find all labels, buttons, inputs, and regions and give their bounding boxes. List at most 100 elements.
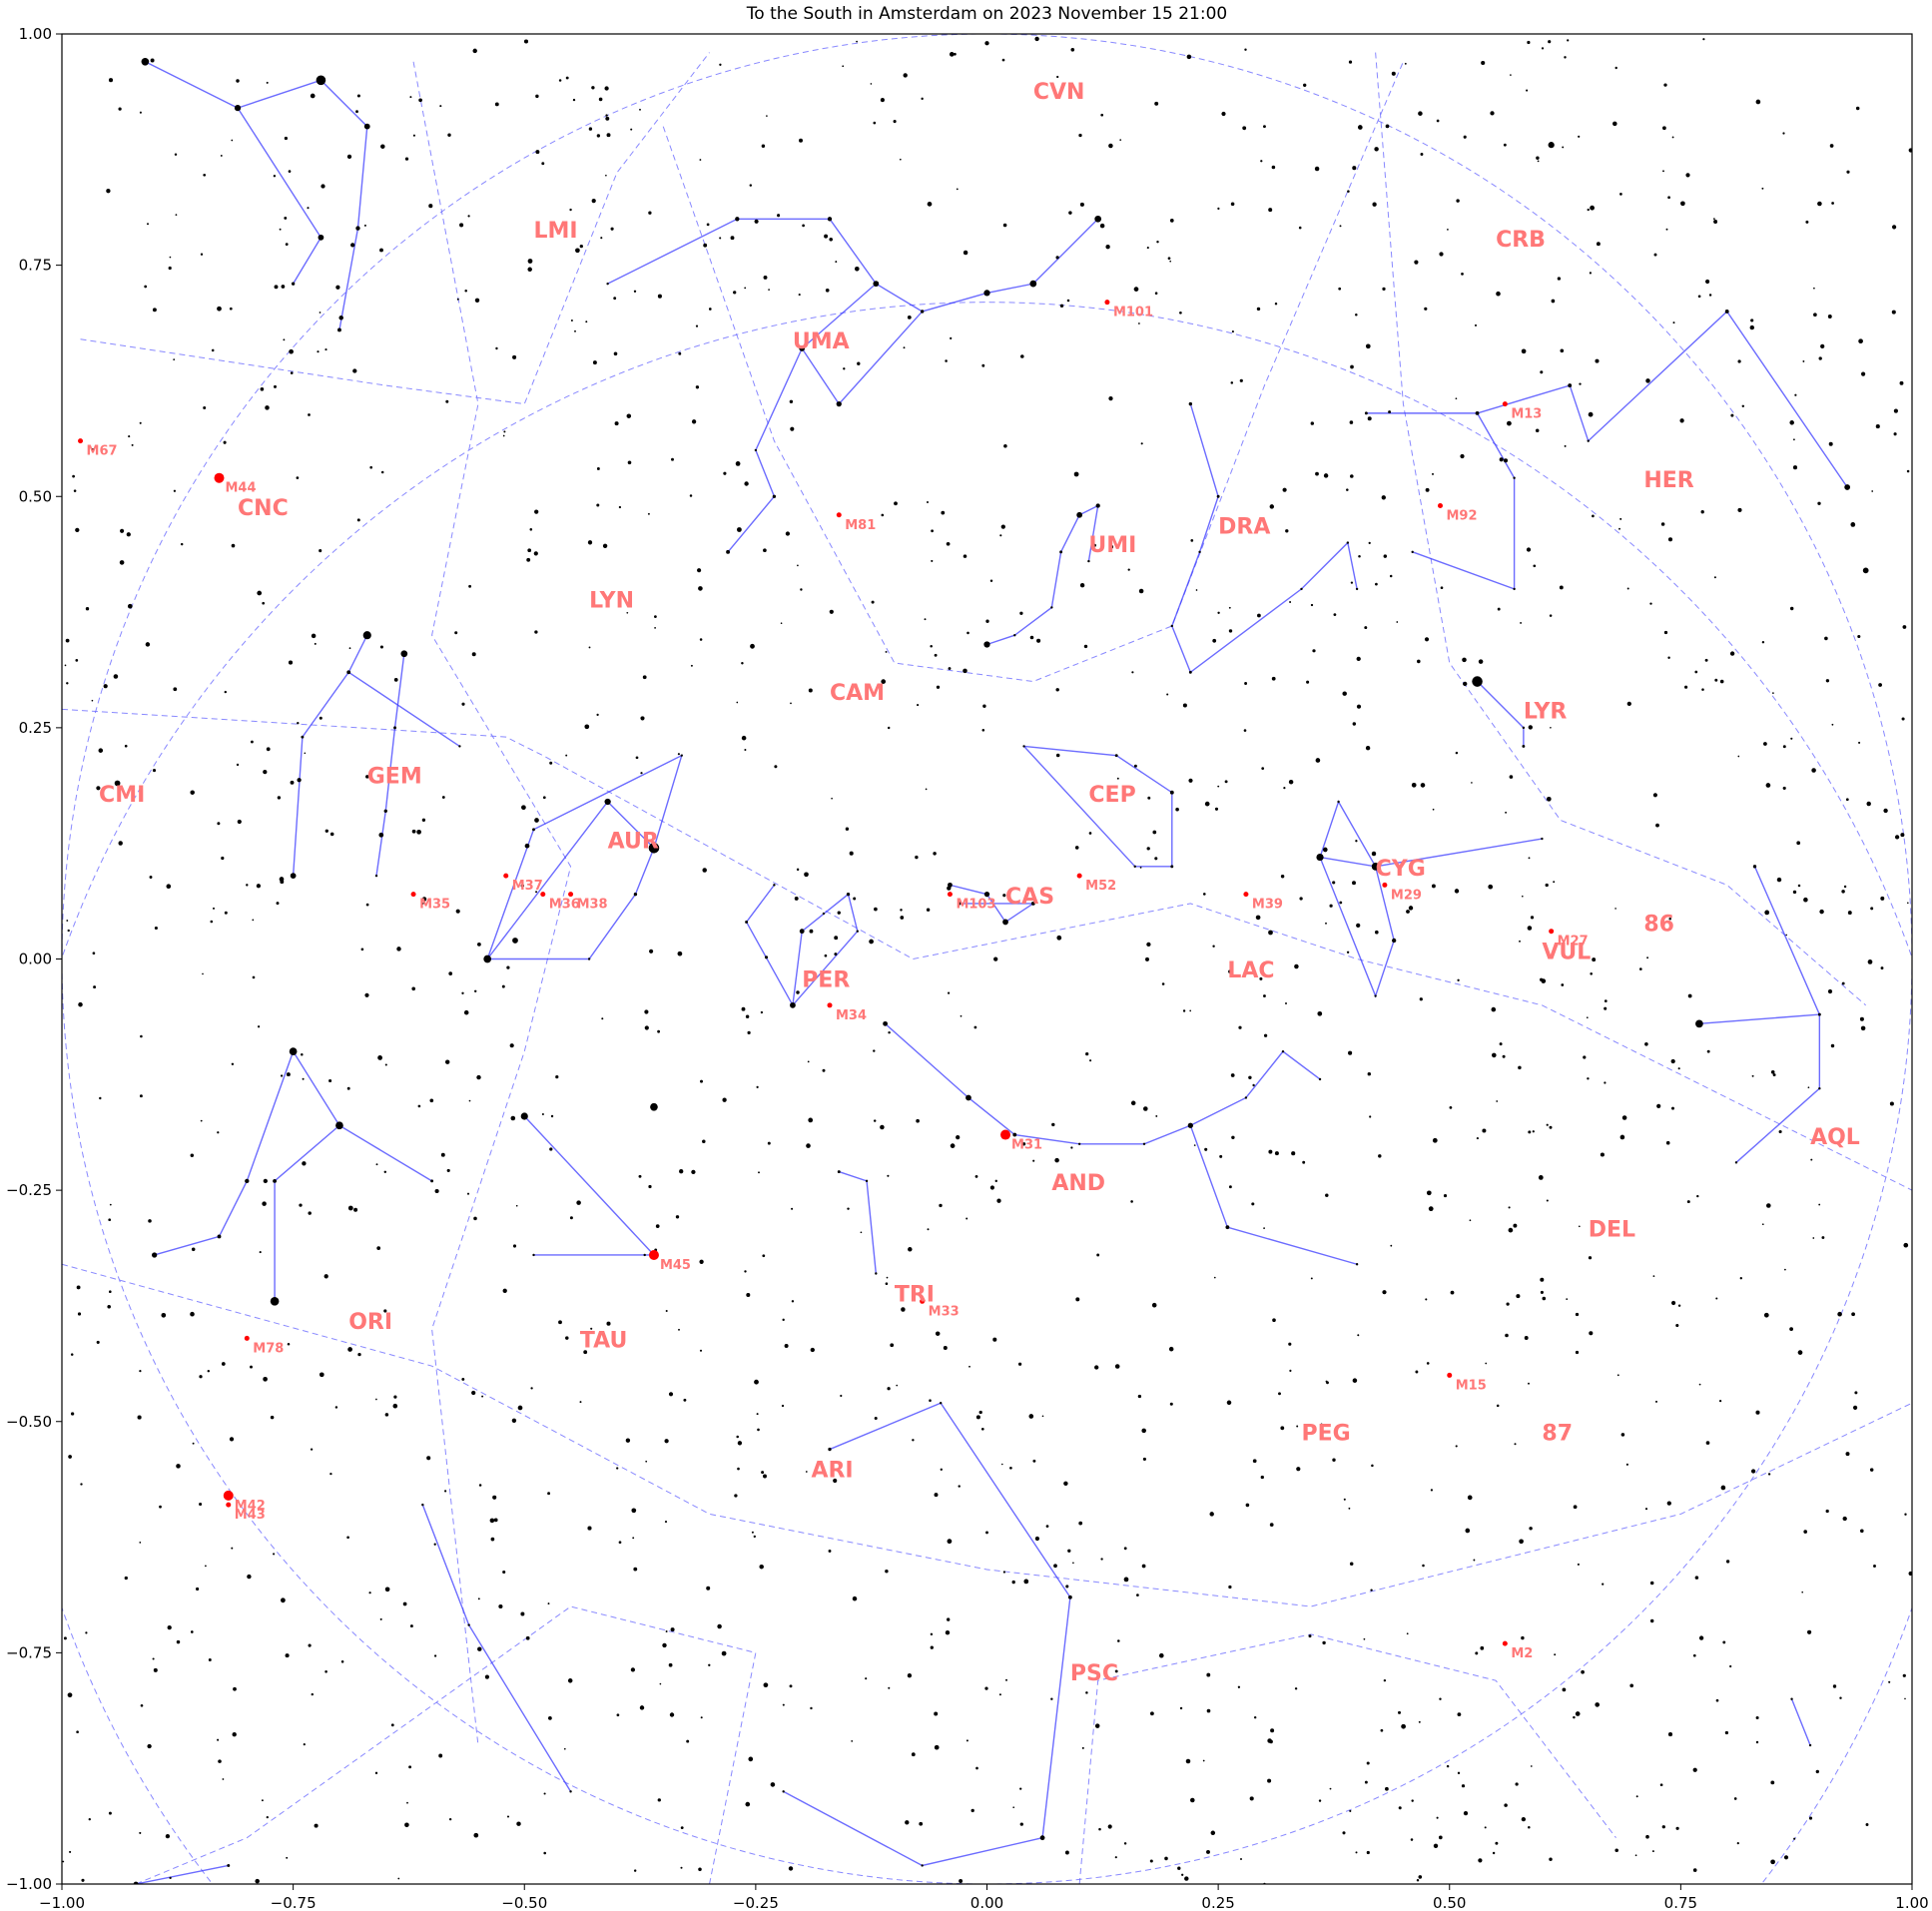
faint-star: [365, 775, 369, 779]
faint-star: [1432, 1137, 1438, 1143]
faint-star: [311, 633, 317, 639]
faint-star: [789, 399, 794, 404]
faint-star: [1325, 922, 1327, 925]
star: [1050, 1697, 1053, 1700]
faint-star: [1294, 1687, 1298, 1690]
faint-star: [1368, 541, 1371, 545]
star: [773, 884, 776, 887]
x-tick-label: 0.75: [1664, 1894, 1697, 1911]
faint-star: [1282, 487, 1287, 492]
faint-star: [1755, 1715, 1759, 1720]
faint-star: [1492, 1052, 1497, 1058]
faint-star: [871, 600, 875, 604]
faint-star: [1154, 292, 1158, 295]
faint-star: [1263, 1227, 1265, 1229]
faint-star: [1645, 1834, 1649, 1839]
faint-star: [600, 237, 603, 240]
faint-star: [1333, 613, 1337, 616]
faint-star: [471, 1390, 476, 1396]
faint-star: [604, 86, 609, 91]
faint-star: [1074, 846, 1079, 850]
star: [532, 1253, 535, 1257]
faint-star: [1720, 1485, 1726, 1491]
x-tick-label: −0.75: [271, 1894, 317, 1911]
faint-star: [1449, 1106, 1453, 1109]
faint-star: [1554, 1653, 1557, 1656]
faint-star: [781, 1404, 785, 1408]
faint-star: [1654, 1400, 1658, 1403]
faint-star: [1619, 1134, 1625, 1140]
faint-star: [1221, 111, 1226, 117]
faint-star: [1141, 1428, 1146, 1434]
faint-star: [845, 827, 850, 831]
faint-star: [706, 1586, 711, 1591]
faint-star: [1875, 424, 1880, 429]
faint-star: [981, 729, 985, 732]
faint-star: [1457, 978, 1460, 981]
faint-star: [287, 1343, 291, 1346]
faint-star: [290, 780, 295, 785]
faint-star: [1839, 1696, 1842, 1699]
faint-star: [1064, 1850, 1069, 1855]
faint-star: [1447, 229, 1449, 231]
faint-star: [231, 543, 236, 548]
faint-star: [790, 702, 792, 705]
faint-star: [1794, 393, 1797, 396]
faint-star: [1020, 354, 1024, 358]
y-tick-label: −1.00: [6, 1875, 52, 1893]
faint-star: [263, 1376, 268, 1382]
faint-star: [821, 975, 825, 978]
faint-star: [1515, 1782, 1519, 1786]
faint-star: [1228, 969, 1232, 973]
faint-star: [159, 1505, 162, 1509]
faint-star: [1255, 915, 1261, 921]
star: [921, 97, 924, 101]
star: [393, 726, 396, 730]
faint-star: [473, 1216, 477, 1221]
constellation-label: TAU: [580, 1329, 628, 1354]
faint-star: [481, 1395, 484, 1398]
faint-star: [1055, 256, 1059, 260]
faint-star: [396, 947, 401, 952]
faint-star: [96, 1340, 100, 1344]
faint-star: [1675, 1323, 1679, 1328]
faint-star: [447, 133, 451, 137]
faint-star: [310, 1448, 314, 1451]
faint-star: [1204, 801, 1210, 807]
faint-star: [1806, 1629, 1812, 1634]
faint-star: [65, 638, 70, 643]
faint-star: [1578, 135, 1581, 138]
faint-star: [530, 1387, 533, 1390]
faint-star: [259, 1251, 262, 1254]
faint-star: [1433, 1843, 1439, 1849]
faint-star: [446, 1168, 450, 1172]
faint-star: [613, 351, 618, 356]
faint-star: [1467, 1495, 1473, 1501]
faint-star: [737, 1441, 743, 1446]
faint-star: [1661, 1825, 1665, 1829]
faint-star: [96, 786, 101, 791]
faint-star: [468, 584, 472, 588]
star: [1355, 587, 1359, 591]
faint-star: [473, 1832, 479, 1838]
faint-star: [1902, 625, 1907, 629]
star: [1318, 1799, 1322, 1802]
star: [799, 345, 806, 351]
faint-star: [444, 1490, 447, 1493]
faint-star: [763, 1682, 769, 1688]
faint-star: [970, 1808, 974, 1813]
faint-star: [169, 1876, 172, 1880]
faint-star: [1032, 1459, 1036, 1463]
faint-star: [1139, 867, 1142, 869]
faint-star: [1629, 1683, 1634, 1688]
faint-star: [761, 144, 766, 149]
faint-star: [1789, 420, 1794, 425]
faint-star: [1832, 1684, 1837, 1688]
y-tick-label: 0.75: [19, 257, 52, 275]
faint-star: [549, 1147, 553, 1151]
star: [1029, 280, 1037, 288]
faint-star: [1665, 228, 1668, 231]
star: [1587, 439, 1590, 442]
boundary-line: [1078, 1633, 1616, 1884]
star: [346, 670, 351, 675]
